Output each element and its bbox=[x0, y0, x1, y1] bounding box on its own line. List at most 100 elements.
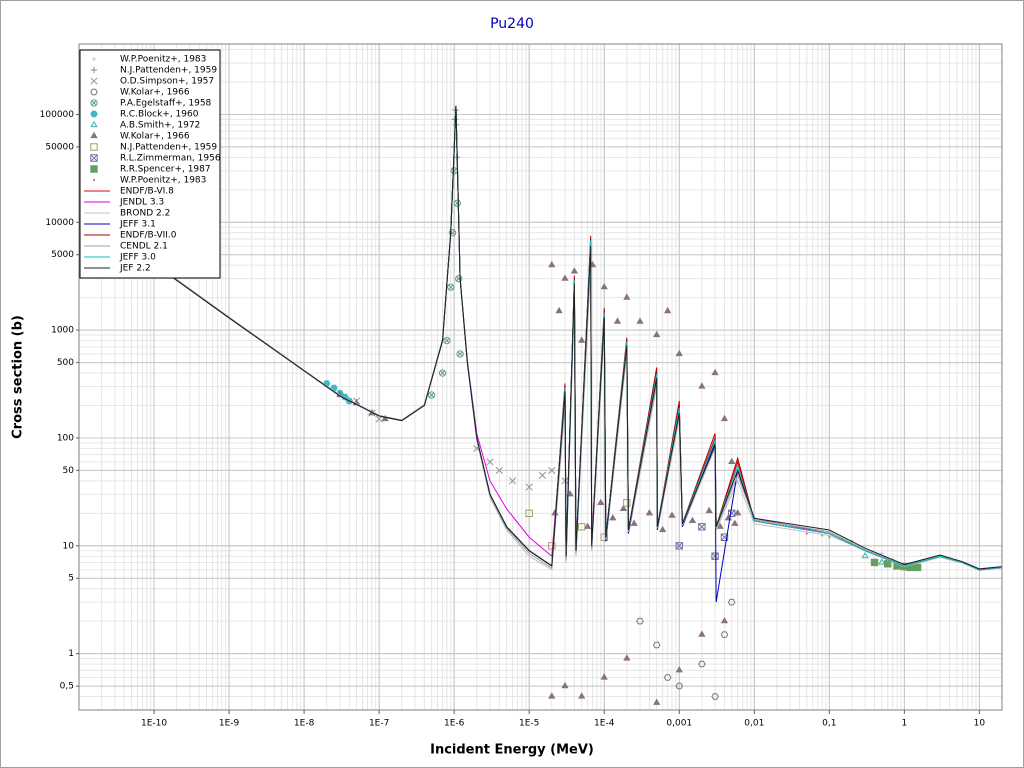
legend-label: P.A.Egelstaff+, 1958 bbox=[120, 99, 212, 109]
marker bbox=[90, 154, 98, 162]
legend-label: R.C.Block+, 1960 bbox=[120, 110, 199, 120]
marker bbox=[728, 509, 736, 518]
marker bbox=[525, 483, 533, 491]
marker bbox=[548, 466, 556, 474]
marker bbox=[652, 641, 661, 649]
marker bbox=[443, 336, 451, 345]
marker bbox=[645, 509, 654, 516]
marker bbox=[884, 560, 892, 568]
y-tick-label: 100000 bbox=[40, 110, 75, 120]
marker bbox=[446, 283, 455, 291]
marker bbox=[90, 110, 98, 118]
marker bbox=[630, 519, 638, 526]
marker bbox=[734, 509, 742, 516]
y-tick-label: 1 bbox=[68, 649, 74, 659]
marker bbox=[863, 543, 868, 548]
legend-label: ENDF/B-VII.0 bbox=[120, 231, 177, 241]
marker bbox=[870, 558, 879, 567]
legend-label: W.Kolar+, 1966 bbox=[120, 132, 190, 142]
marker bbox=[90, 143, 98, 151]
marker bbox=[578, 336, 586, 343]
x-tick-label: 1E-6 bbox=[444, 719, 465, 729]
marker bbox=[727, 598, 736, 606]
legend-label: O.D.Simpson+, 1957 bbox=[120, 77, 214, 87]
y-tick-label: 5000 bbox=[51, 250, 74, 260]
marker bbox=[495, 466, 503, 474]
y-tick-label: 100 bbox=[57, 433, 74, 443]
marker bbox=[578, 692, 586, 699]
legend: W.P.Poenitz+, 1983 N.J.Pattenden+, 1959 O.… bbox=[79, 49, 221, 279]
marker bbox=[698, 523, 706, 531]
legend-label: R.R.Spencer+, 1987 bbox=[120, 165, 211, 175]
marker bbox=[878, 558, 886, 565]
marker bbox=[698, 382, 706, 389]
marker bbox=[653, 330, 661, 338]
x-tick-label: 0,001 bbox=[666, 719, 692, 729]
legend-label: R.L.Zimmerman, 1956 bbox=[120, 154, 221, 164]
series-line bbox=[79, 106, 1002, 570]
legend-label: JENDL 3.3 bbox=[119, 198, 164, 208]
plot-frame bbox=[78, 43, 1003, 711]
legend-label: A.B.Smith+, 1972 bbox=[120, 121, 200, 131]
marker bbox=[716, 522, 724, 529]
x-tick-label: 1E-7 bbox=[369, 719, 389, 729]
y-tick-label: 1000 bbox=[51, 326, 74, 336]
marker bbox=[688, 516, 697, 523]
marker bbox=[583, 522, 592, 529]
legend-label: W.P.Poenitz+, 1983 bbox=[120, 55, 206, 65]
y-tick-label: 50 bbox=[63, 466, 75, 476]
x-tick-label: 1E-9 bbox=[219, 719, 240, 729]
marker bbox=[548, 261, 556, 268]
y-tick-label: 10000 bbox=[45, 218, 74, 228]
marker bbox=[720, 616, 729, 624]
marker bbox=[728, 457, 736, 464]
marker bbox=[538, 471, 546, 479]
marker bbox=[805, 532, 808, 535]
plot-marks bbox=[79, 105, 1002, 705]
marker bbox=[623, 293, 631, 300]
y-tick-label: 0,5 bbox=[60, 682, 74, 692]
legend-box bbox=[79, 49, 221, 279]
marker bbox=[525, 509, 533, 518]
marker bbox=[90, 66, 98, 74]
legend-label: JEFF 3.1 bbox=[119, 220, 156, 230]
y-tick-label: 50000 bbox=[45, 142, 74, 152]
legend-label: JEF 2.2 bbox=[119, 264, 151, 274]
marker bbox=[555, 306, 563, 314]
marker bbox=[623, 654, 631, 661]
legend-label: ENDF/B-VI.8 bbox=[120, 187, 174, 197]
axes: 1E-10 1E-9 1E-8 1E-7 1E-6 1E-5 1E-4 0,001 0,01 0,… bbox=[40, 110, 986, 729]
legend-label: W.P.Poenitz+, 1983 bbox=[120, 176, 206, 186]
y-axis-label: Cross section (b) bbox=[11, 315, 26, 439]
marker bbox=[636, 617, 644, 625]
legend-label: N.J.Pattenden+, 1959 bbox=[120, 143, 217, 153]
marker bbox=[861, 551, 869, 559]
marker bbox=[711, 368, 719, 376]
marker bbox=[597, 498, 605, 505]
marker bbox=[427, 391, 436, 399]
marker bbox=[600, 673, 608, 680]
marker bbox=[438, 369, 447, 377]
y-tick-label: 5 bbox=[68, 574, 74, 584]
marker bbox=[570, 267, 579, 274]
marker bbox=[913, 563, 922, 572]
marker bbox=[90, 99, 98, 107]
marker bbox=[664, 306, 672, 314]
legend-label: JEFF 3.0 bbox=[119, 253, 156, 263]
marker bbox=[720, 414, 729, 422]
marker bbox=[705, 506, 713, 514]
marker bbox=[675, 542, 683, 550]
marker bbox=[675, 349, 683, 357]
marker bbox=[92, 57, 96, 61]
marker bbox=[659, 525, 667, 533]
x-tick-label: 1E-5 bbox=[519, 719, 539, 729]
y-tick-label: 10 bbox=[63, 541, 75, 551]
legend-label: CENDL 2.1 bbox=[120, 242, 168, 252]
x-tick-label: 1 bbox=[902, 719, 908, 729]
marker bbox=[90, 88, 98, 96]
marker bbox=[509, 477, 517, 485]
x-tick-label: 1E-4 bbox=[594, 719, 615, 729]
marker bbox=[456, 350, 464, 358]
marker bbox=[90, 165, 98, 173]
marker bbox=[600, 282, 608, 290]
